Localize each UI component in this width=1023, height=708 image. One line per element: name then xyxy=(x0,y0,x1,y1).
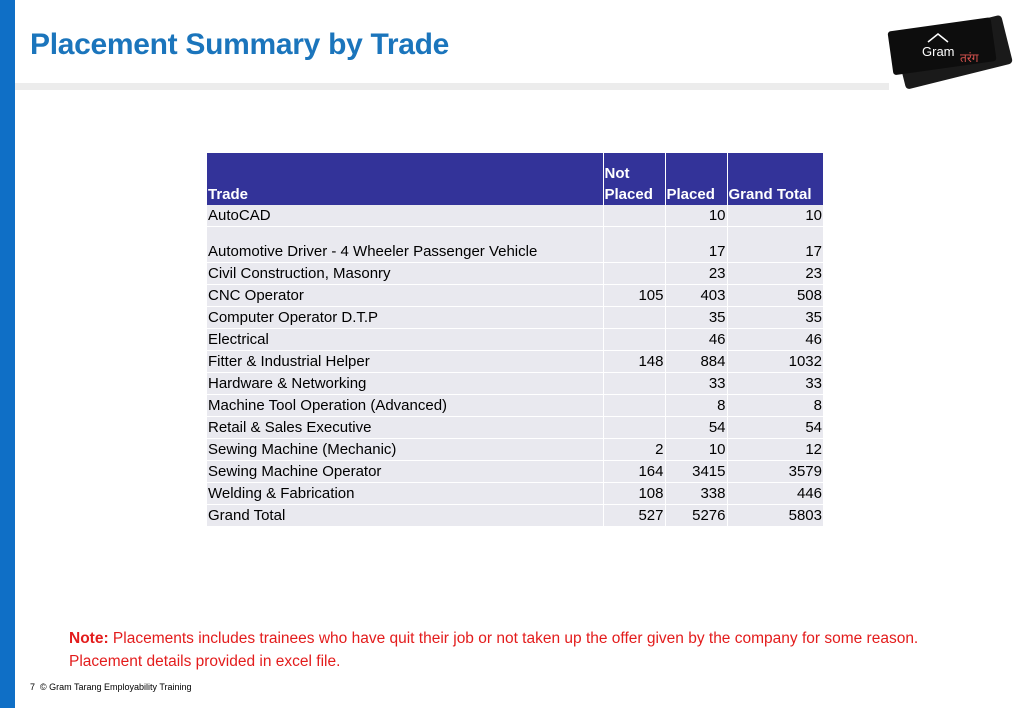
left-accent-bar xyxy=(0,0,15,708)
table-row: Retail & Sales Executive 54 54 xyxy=(207,416,823,439)
table-row: Computer Operator D.T.P 35 35 xyxy=(207,306,823,329)
cell-total: 46 xyxy=(727,328,823,351)
cell-placed: 8 xyxy=(665,394,728,417)
table-row: Hardware & Networking 33 33 xyxy=(207,372,823,395)
cell-not-placed: 108 xyxy=(603,482,666,505)
note-label: Note: xyxy=(69,630,109,647)
cell-trade: Welding & Fabrication xyxy=(207,482,604,505)
cell-placed: 23 xyxy=(665,262,728,285)
header-trade: Trade xyxy=(207,153,604,205)
cell-total: 3579 xyxy=(727,460,823,483)
logo-text-main: Gram xyxy=(922,44,955,59)
cell-trade: Sewing Machine (Mechanic) xyxy=(207,438,604,461)
cell-total: 17 xyxy=(727,226,823,263)
table-row: Welding & Fabrication 108 338 446 xyxy=(207,482,823,505)
cell-not-placed xyxy=(603,205,666,227)
logo-text-script: तरंग xyxy=(960,51,979,65)
cell-placed: 10 xyxy=(665,205,728,227)
note-body: Placements includes trainees who have qu… xyxy=(69,630,919,670)
cell-placed: 35 xyxy=(665,306,728,329)
cell-not-placed xyxy=(603,328,666,351)
cell-trade: Sewing Machine Operator xyxy=(207,460,604,483)
note-text: Note: Placements includes trainees who h… xyxy=(69,627,949,673)
cell-placed: 54 xyxy=(665,416,728,439)
cell-total: 5803 xyxy=(727,504,823,527)
cell-total: 23 xyxy=(727,262,823,285)
header-not-placed: Not Placed xyxy=(603,153,666,205)
cell-not-placed: 164 xyxy=(603,460,666,483)
cell-placed: 5276 xyxy=(665,504,728,527)
table-row: Automotive Driver - 4 Wheeler Passenger … xyxy=(207,226,823,263)
cell-trade: Hardware & Networking xyxy=(207,372,604,395)
placement-table: Trade Not Placed Placed Grand Total Auto… xyxy=(207,153,823,527)
cell-total: 12 xyxy=(727,438,823,461)
cell-total: 1032 xyxy=(727,350,823,373)
table-row: Electrical 46 46 xyxy=(207,328,823,351)
cell-total: 54 xyxy=(727,416,823,439)
cell-total: 35 xyxy=(727,306,823,329)
cell-not-placed xyxy=(603,394,666,417)
table-row: AutoCAD 10 10 xyxy=(207,205,823,227)
cell-not-placed xyxy=(603,262,666,285)
footer: 7 © Gram Tarang Employability Training xyxy=(30,682,197,692)
cell-not-placed xyxy=(603,372,666,395)
cell-placed: 17 xyxy=(665,226,728,263)
cell-total: 33 xyxy=(727,372,823,395)
cell-placed: 403 xyxy=(665,284,728,307)
cell-trade: Fitter & Industrial Helper xyxy=(207,350,604,373)
table-row: Sewing Machine Operator 164 3415 3579 xyxy=(207,460,823,483)
cell-trade: Civil Construction, Masonry xyxy=(207,262,604,285)
cell-not-placed: 527 xyxy=(603,504,666,527)
cell-trade: CNC Operator xyxy=(207,284,604,307)
cell-placed: 33 xyxy=(665,372,728,395)
table-row: Civil Construction, Masonry 23 23 xyxy=(207,262,823,285)
cell-trade: Grand Total xyxy=(207,504,604,527)
cell-total: 446 xyxy=(727,482,823,505)
cell-trade: Automotive Driver - 4 Wheeler Passenger … xyxy=(207,226,604,263)
table-header-row: Trade Not Placed Placed Grand Total xyxy=(207,153,823,205)
cell-placed: 10 xyxy=(665,438,728,461)
header-placed: Placed xyxy=(665,153,728,205)
cell-not-placed: 2 xyxy=(603,438,666,461)
cell-not-placed: 105 xyxy=(603,284,666,307)
header-grand-total: Grand Total xyxy=(727,153,823,205)
cell-placed: 884 xyxy=(665,350,728,373)
cell-total: 508 xyxy=(727,284,823,307)
cell-trade: Computer Operator D.T.P xyxy=(207,306,604,329)
table-row: Machine Tool Operation (Advanced) 8 8 xyxy=(207,394,823,417)
cell-not-placed xyxy=(603,416,666,439)
cell-not-placed xyxy=(603,306,666,329)
cell-trade: Machine Tool Operation (Advanced) xyxy=(207,394,604,417)
title-divider xyxy=(15,83,889,90)
page-number: 7 xyxy=(30,682,36,692)
cell-total: 10 xyxy=(727,205,823,227)
cell-not-placed xyxy=(603,226,666,263)
gram-tarang-logo: Gram तरंग xyxy=(887,15,1013,89)
cell-placed: 3415 xyxy=(665,460,728,483)
logo-roof-icon xyxy=(927,33,949,43)
footer-copyright: © Gram Tarang Employability Training xyxy=(40,682,192,692)
cell-placed: 338 xyxy=(665,482,728,505)
table-row: Sewing Machine (Mechanic) 2 10 12 xyxy=(207,438,823,461)
cell-trade: Electrical xyxy=(207,328,604,351)
page-title: Placement Summary by Trade xyxy=(30,28,450,61)
cell-not-placed: 148 xyxy=(603,350,666,373)
cell-placed: 46 xyxy=(665,328,728,351)
cell-trade: Retail & Sales Executive xyxy=(207,416,604,439)
table-row-grand-total: Grand Total 527 5276 5803 xyxy=(207,504,823,527)
cell-total: 8 xyxy=(727,394,823,417)
table-row: CNC Operator 105 403 508 xyxy=(207,284,823,307)
cell-trade: AutoCAD xyxy=(207,205,604,227)
table-row: Fitter & Industrial Helper 148 884 1032 xyxy=(207,350,823,373)
